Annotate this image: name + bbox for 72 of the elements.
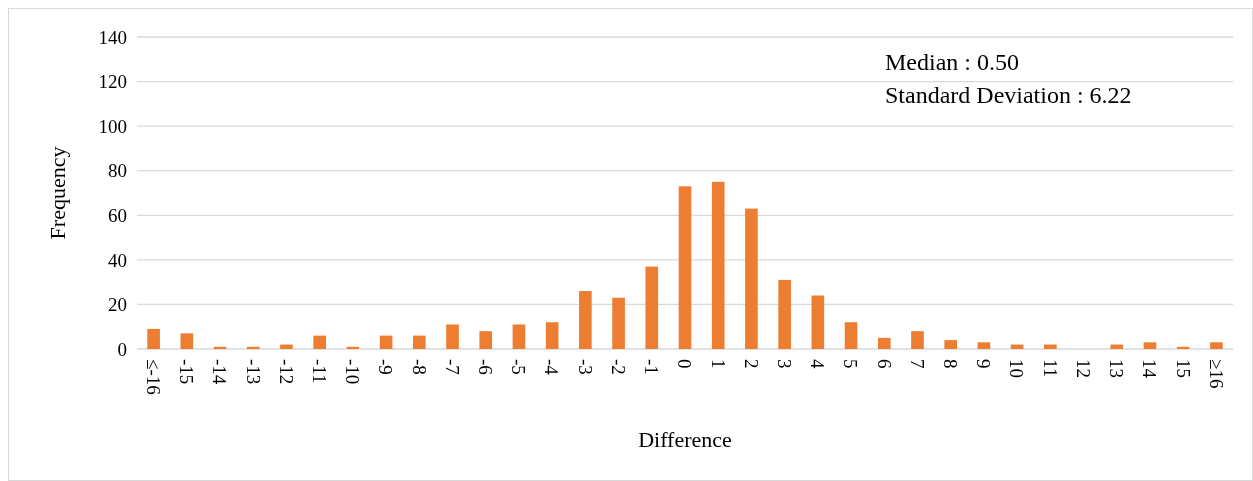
y-tick-label: 100 — [98, 115, 127, 137]
bar — [844, 322, 858, 349]
x-tick-label: ≥16 — [1205, 359, 1227, 389]
x-tick-label: 0 — [674, 359, 696, 369]
bar — [612, 297, 625, 349]
x-tick-label: 13 — [1106, 359, 1128, 378]
bar — [246, 346, 260, 349]
x-axis-title: Difference — [638, 427, 732, 452]
y-tick-label: 60 — [108, 204, 127, 226]
bar — [678, 186, 692, 349]
x-tick-label: -4 — [541, 359, 563, 376]
bar — [412, 335, 426, 349]
annotation: Standard Deviation : 6.22 — [885, 82, 1132, 108]
y-axis-title: Frequency — [45, 146, 70, 240]
x-tick-label: 4 — [807, 359, 829, 369]
bar — [545, 322, 559, 349]
x-tick-label: 14 — [1139, 359, 1161, 379]
x-tick-label: -6 — [475, 359, 497, 375]
x-tick-label: 15 — [1172, 359, 1194, 378]
bar — [778, 279, 791, 349]
x-tick-label: 10 — [1006, 359, 1028, 378]
bar — [1210, 342, 1223, 349]
x-tick-label: 1 — [707, 359, 729, 369]
x-tick-label: -15 — [176, 359, 198, 385]
x-tick-label: 3 — [773, 359, 795, 369]
x-tick-label: 7 — [906, 359, 928, 369]
bar — [180, 333, 194, 349]
x-tick-label: 8 — [940, 359, 962, 369]
x-tick-label: -7 — [441, 359, 463, 375]
x-tick-label: -3 — [574, 359, 596, 375]
x-tick-label: -12 — [275, 359, 297, 385]
annotation: Median : 0.50 — [885, 49, 1019, 75]
x-tick-label: -14 — [209, 359, 231, 385]
bar — [280, 344, 293, 349]
bar — [1143, 342, 1157, 349]
bar — [645, 266, 659, 349]
x-tick-label: -10 — [342, 359, 364, 385]
x-tick-label: 12 — [1072, 359, 1094, 378]
bar — [147, 328, 160, 349]
x-tick-label: -13 — [242, 359, 264, 385]
bar — [944, 340, 958, 349]
bar — [911, 331, 924, 349]
bar — [1044, 344, 1057, 349]
x-tick-label: -11 — [309, 359, 331, 384]
bar — [811, 295, 825, 349]
bar — [877, 337, 891, 349]
bar — [977, 342, 991, 349]
y-tick-label: 20 — [108, 294, 127, 316]
y-tick-label: 80 — [108, 160, 127, 182]
x-tick-label: -1 — [641, 359, 663, 375]
x-tick-label: 9 — [973, 359, 995, 369]
bar — [1110, 344, 1124, 349]
x-tick-label: -8 — [408, 359, 430, 375]
y-tick-label: 140 — [98, 26, 127, 48]
bar — [479, 331, 493, 349]
bar — [711, 181, 725, 349]
x-tick-label: 2 — [740, 359, 762, 369]
x-tick-label: -9 — [375, 359, 397, 375]
x-tick-label: ≤-16 — [142, 359, 164, 395]
bar — [446, 324, 459, 349]
bar — [313, 335, 326, 349]
y-tick-label: 40 — [108, 249, 127, 271]
x-tick-label: 5 — [840, 359, 862, 369]
x-tick-label: 6 — [873, 359, 895, 369]
y-tick-label: 120 — [98, 71, 127, 93]
bar — [579, 291, 592, 349]
x-tick-label: 11 — [1039, 359, 1061, 378]
x-tick-label: -2 — [607, 359, 629, 375]
bar — [745, 208, 758, 349]
x-tick-label: -5 — [508, 359, 530, 375]
bar — [512, 324, 526, 349]
bar — [379, 335, 393, 349]
